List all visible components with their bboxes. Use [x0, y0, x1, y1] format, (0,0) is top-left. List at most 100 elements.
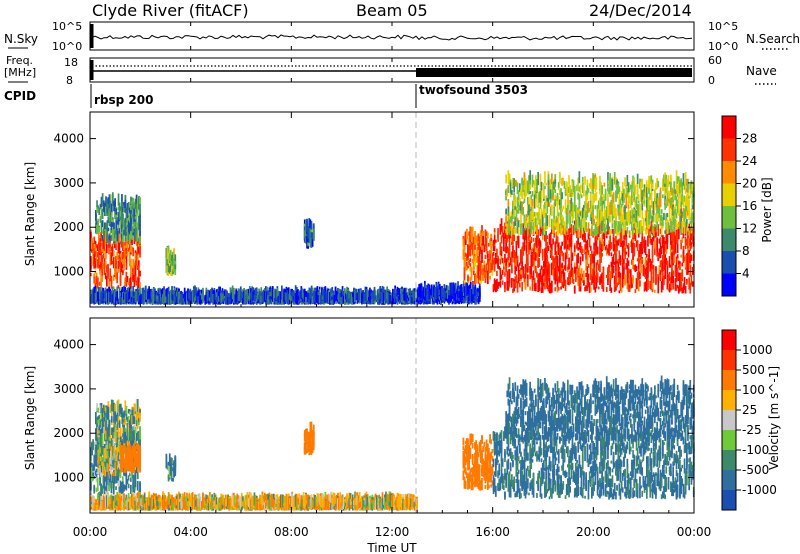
heatmap-cell [318, 289, 321, 303]
heatmap-cell [481, 264, 483, 270]
heatmap-cell [549, 282, 552, 294]
heatmap-cell [586, 247, 589, 252]
heatmap-cell [469, 226, 472, 241]
heatmap-cell [106, 292, 108, 301]
nave-right-tick-top: 60 [708, 54, 722, 67]
heatmap-cell [127, 201, 130, 211]
heatmap-cell [546, 267, 549, 280]
heatmap-cell [143, 300, 146, 305]
heatmap-cell [125, 244, 128, 252]
heatmap-cell [122, 251, 124, 264]
heatmap-cell [492, 259, 495, 265]
heatmap-cell [117, 263, 120, 269]
heatmap-cell [133, 298, 136, 303]
heatmap-cell [467, 265, 469, 269]
heatmap-cell [98, 227, 101, 233]
nsky-left-tick-top: 10^5 [52, 20, 82, 33]
heatmap-cell [136, 242, 139, 253]
heatmap-cell [131, 226, 133, 232]
heatmap-cell [307, 226, 309, 230]
heatmap-cell [649, 231, 652, 236]
heatmap-cell [654, 231, 656, 239]
heatmap-cell [506, 231, 509, 235]
heatmap-cell [540, 265, 543, 270]
heatmap-cell [214, 299, 217, 305]
heatmap-cell [599, 276, 601, 285]
heatmap-cell [548, 214, 551, 228]
heatmap-cell [485, 231, 488, 237]
heatmap-cell [90, 231, 92, 243]
heatmap-cell [643, 282, 646, 289]
heatmap-cell [525, 234, 528, 244]
heatmap-cell [507, 170, 510, 185]
heatmap-cell [139, 224, 141, 237]
heatmap-cell [643, 236, 646, 242]
heatmap-cell [135, 227, 138, 235]
heatmap-cell [425, 300, 427, 304]
heatmap-cell [512, 288, 514, 293]
heatmap-cell [644, 281, 647, 291]
heatmap-cell [596, 246, 599, 255]
heatmap-cell [477, 242, 480, 250]
heatmap-cell [529, 180, 531, 184]
heatmap-cell [643, 266, 646, 277]
heatmap-cell [472, 281, 474, 295]
heatmap-cell [202, 299, 204, 304]
heatmap-cell [547, 261, 550, 269]
heatmap-cell [506, 231, 509, 243]
heatmap-cell [495, 252, 497, 265]
cpid-program-1: rbsp 200 [94, 93, 153, 107]
heatmap-cell [554, 179, 557, 185]
heatmap-cell [476, 235, 479, 246]
heatmap-cell [597, 234, 600, 238]
heatmap-cell [168, 253, 171, 262]
heatmap-cell [568, 257, 570, 270]
heatmap-cell [429, 288, 432, 297]
heatmap-cell [604, 188, 607, 201]
heatmap-cell [635, 240, 638, 248]
heatmap-cell [567, 244, 569, 249]
heatmap-cell [524, 278, 527, 290]
heatmap-cell [576, 254, 578, 269]
heatmap-cell [531, 199, 534, 210]
heatmap-cell [398, 300, 401, 304]
heatmap-cell [525, 213, 528, 228]
heatmap-cell [654, 289, 656, 293]
heatmap-cell [110, 211, 113, 225]
heatmap-cell [134, 198, 137, 209]
heatmap-cell [584, 176, 586, 185]
heatmap-cell [594, 236, 597, 246]
heatmap-cell [124, 245, 126, 260]
heatmap-cell [117, 224, 120, 231]
heatmap-cell [135, 234, 138, 246]
heatmap-cell [609, 215, 611, 223]
heatmap-cell [118, 294, 121, 302]
heatmap-cell [171, 266, 173, 276]
heatmap-cell [548, 278, 551, 286]
heatmap-cell [527, 274, 529, 280]
heatmap-cell [689, 237, 692, 247]
heatmap-cell [115, 274, 117, 280]
heatmap-cell [100, 243, 102, 247]
heatmap-cell [482, 236, 484, 246]
heatmap-cell [615, 255, 617, 262]
heatmap-cell [309, 298, 312, 302]
heatmap-cell [533, 284, 536, 291]
heatmap-cell [102, 292, 105, 303]
heatmap-cell [572, 231, 575, 235]
heatmap-cell [538, 258, 541, 267]
heatmap-cell [506, 246, 509, 253]
heatmap-cell [190, 291, 193, 304]
heatmap-cell [93, 248, 96, 257]
heatmap-cell [595, 271, 598, 279]
heatmap-cell [521, 185, 523, 200]
heatmap-cell [112, 222, 114, 228]
heatmap-cell [626, 227, 629, 234]
heatmap-cell [659, 245, 662, 259]
heatmap-cell [104, 202, 106, 212]
heatmap-cell [109, 259, 112, 266]
heatmap-cell [575, 266, 577, 275]
heatmap-cell [98, 299, 100, 305]
heatmap-cell [509, 216, 512, 223]
heatmap-cell [479, 247, 482, 252]
